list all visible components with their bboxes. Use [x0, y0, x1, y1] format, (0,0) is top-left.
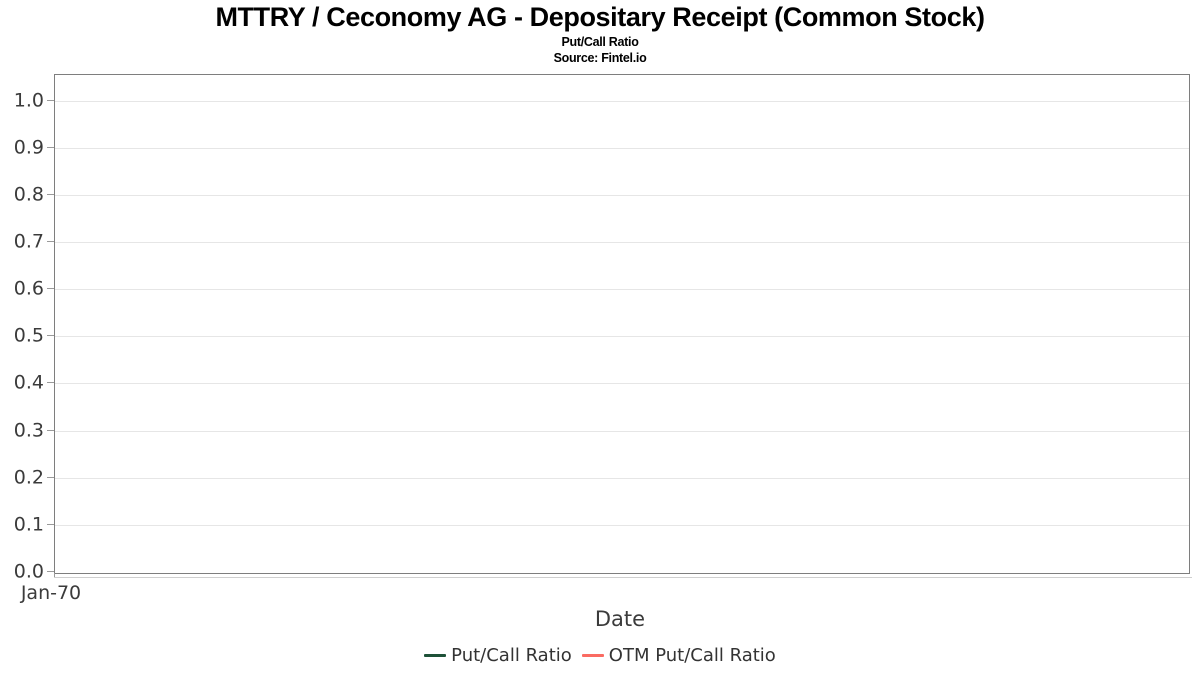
legend: Put/Call Ratio OTM Put/Call Ratio — [0, 645, 1200, 666]
y-tick-mark — [47, 240, 54, 242]
legend-label: OTM Put/Call Ratio — [608, 645, 776, 666]
y-tick-label: 0.3 — [13, 419, 44, 442]
x-tick-mark — [54, 573, 55, 578]
y-tick-label: 0.9 — [13, 136, 44, 159]
y-tick-label: 0.8 — [13, 183, 44, 206]
y-tick-label: 0.6 — [13, 277, 44, 300]
y-tick-label: 0.5 — [13, 324, 44, 347]
x-axis-title: Date — [594, 607, 646, 631]
y-tick-mark — [47, 382, 54, 384]
gridline — [55, 194, 1189, 196]
y-tick-mark — [47, 523, 54, 525]
y-tick-mark — [47, 476, 54, 478]
y-tick-label: 0.4 — [13, 371, 44, 394]
line-swatch-icon — [424, 654, 447, 657]
gridline — [55, 289, 1189, 291]
plot-area — [54, 74, 1190, 574]
y-tick-label: 0.7 — [13, 230, 44, 253]
y-tick-label: 0.0 — [13, 560, 44, 583]
legend-label: Put/Call Ratio — [451, 645, 572, 666]
gridline — [55, 477, 1189, 479]
gridline — [55, 147, 1189, 149]
gridline — [55, 524, 1189, 526]
y-tick-mark — [47, 335, 54, 337]
x-tick-label: Jan-70 — [20, 582, 82, 604]
y-tick-label: 0.2 — [13, 466, 44, 489]
chart-subtitle: Put/Call Ratio — [561, 35, 639, 49]
line-swatch-icon — [581, 654, 604, 657]
x-axis-line — [54, 577, 1192, 578]
legend-item-otm-put-call-ratio[interactable]: OTM Put/Call Ratio — [581, 645, 776, 666]
chart-source: Source: Fintel.io — [553, 51, 647, 65]
legend-item-put-call-ratio[interactable]: Put/Call Ratio — [424, 645, 572, 666]
gridline — [55, 336, 1189, 338]
y-tick-mark — [47, 99, 54, 101]
y-tick-mark — [47, 288, 54, 290]
y-tick-mark — [47, 571, 54, 572]
y-tick-mark — [47, 193, 54, 195]
chart-title: MTTRY / Ceconomy AG - Depositary Receipt… — [215, 2, 985, 32]
gridline — [55, 241, 1189, 243]
y-tick-mark — [47, 429, 54, 431]
gridline — [55, 383, 1189, 385]
y-tick-label: 0.1 — [13, 513, 44, 536]
y-tick-label: 1.0 — [13, 89, 44, 111]
y-tick-mark — [47, 146, 54, 148]
gridline — [55, 430, 1189, 432]
gridline — [55, 100, 1189, 102]
